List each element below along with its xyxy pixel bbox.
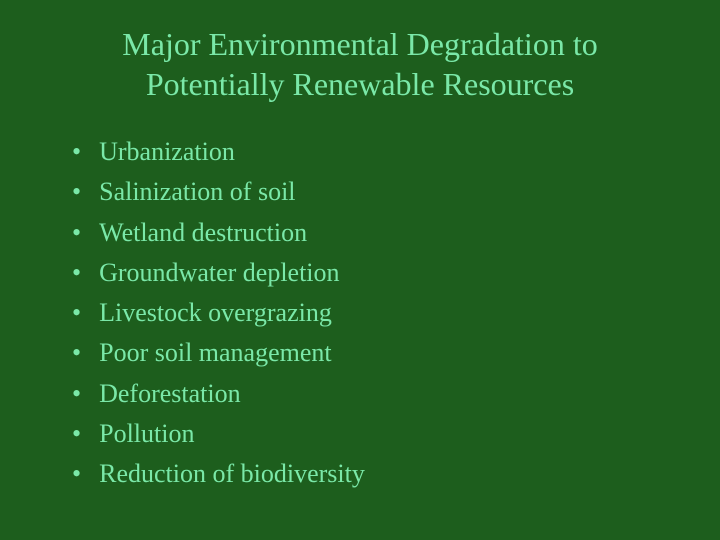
bullet-text: Reduction of biodiversity — [99, 454, 680, 494]
bullet-icon: • — [72, 454, 81, 494]
list-item: • Deforestation — [72, 374, 680, 414]
list-item: • Salinization of soil — [72, 172, 680, 212]
list-item: • Livestock overgrazing — [72, 293, 680, 333]
bullet-text: Livestock overgrazing — [99, 293, 680, 333]
bullet-text: Salinization of soil — [99, 172, 680, 212]
bullet-text: Pollution — [99, 414, 680, 454]
bullet-icon: • — [72, 213, 81, 253]
bullet-icon: • — [72, 172, 81, 212]
bullet-icon: • — [72, 132, 81, 172]
bullet-text: Groundwater depletion — [99, 253, 680, 293]
bullet-icon: • — [72, 414, 81, 454]
bullet-icon: • — [72, 333, 81, 373]
list-item: • Groundwater depletion — [72, 253, 680, 293]
slide-container: Major Environmental Degradation to Poten… — [0, 0, 720, 540]
list-item: • Reduction of biodiversity — [72, 454, 680, 494]
bullet-icon: • — [72, 253, 81, 293]
list-item: • Urbanization — [72, 132, 680, 172]
bullet-text: Deforestation — [99, 374, 680, 414]
bullet-text: Urbanization — [99, 132, 680, 172]
slide-title: Major Environmental Degradation to Poten… — [40, 24, 680, 104]
bullet-icon: • — [72, 374, 81, 414]
list-item: • Poor soil management — [72, 333, 680, 373]
bullet-text: Poor soil management — [99, 333, 680, 373]
list-item: • Wetland destruction — [72, 213, 680, 253]
bullet-list: • Urbanization • Salinization of soil • … — [40, 132, 680, 495]
bullet-icon: • — [72, 293, 81, 333]
list-item: • Pollution — [72, 414, 680, 454]
bullet-text: Wetland destruction — [99, 213, 680, 253]
